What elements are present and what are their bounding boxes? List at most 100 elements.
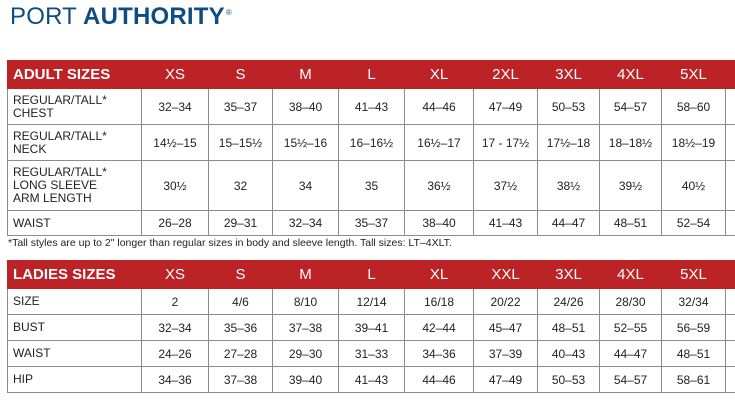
table-cell: 41–43 (338, 88, 405, 125)
table-cell: 56–59 (661, 314, 726, 341)
table-cell: 44–46 (404, 366, 474, 393)
adult-size-s: S (208, 60, 273, 89)
table-cell: 35–37 (338, 210, 405, 236)
table-cell: 27–28 (208, 340, 273, 367)
adult-size-2xl: 2XL (473, 60, 538, 89)
table-edge-cell (725, 288, 735, 315)
ladies-sizes-title: LADIES SIZES (7, 260, 142, 289)
ladies-row-size: SIZE 2 4/6 8/10 12/14 16/18 20/22 24/26 … (7, 288, 735, 315)
adult-row-label: REGULAR/TALL* CHEST (7, 88, 142, 125)
table-cell: 50–53 (537, 366, 600, 393)
table-cell: 58–60 (661, 88, 726, 125)
table-cell: 32–34 (141, 88, 209, 125)
adult-size-xl: XL (404, 60, 474, 89)
table-cell: 39–41 (338, 314, 405, 341)
ladies-header-edge (725, 260, 735, 289)
table-cell: 30½ (141, 160, 209, 211)
table-cell: 15½–16 (272, 124, 339, 161)
table-edge-cell (725, 160, 735, 211)
table-cell: 2 (141, 288, 209, 315)
table-cell: 29–30 (272, 340, 339, 367)
brand-name-part2: AUTHORITY (83, 3, 225, 30)
table-cell: 38½ (537, 160, 600, 211)
table-cell: 8/10 (272, 288, 339, 315)
table-cell: 24/26 (537, 288, 600, 315)
adult-header-edge (725, 60, 735, 89)
table-edge-cell (725, 366, 735, 393)
ladies-row-bust: BUST 32–34 35–36 37–38 39–41 42–44 45–47… (7, 314, 735, 341)
table-cell: 35 (338, 160, 405, 211)
table-cell: 32–34 (141, 314, 209, 341)
table-cell: 54–57 (599, 88, 662, 125)
table-cell: 41–43 (338, 366, 405, 393)
ladies-row-waist: WAIST 24–26 27–28 29–30 31–33 34–36 37–3… (7, 340, 735, 367)
table-cell: 50–53 (537, 88, 600, 125)
table-cell: 16/18 (404, 288, 474, 315)
table-cell: 24–26 (141, 340, 209, 367)
adult-row-label: WAIST (7, 210, 142, 236)
table-cell: 37–39 (473, 340, 538, 367)
table-cell: 34–36 (404, 340, 474, 367)
table-cell: 44–46 (404, 88, 474, 125)
brand-name-part1: PORT (10, 3, 78, 30)
ladies-size-table: LADIES SIZES XS S M L XL XXL 3XL 4XL 5XL… (7, 260, 735, 393)
table-cell: 4/6 (208, 288, 273, 315)
table-edge-cell (725, 340, 735, 367)
adult-size-3xl: 3XL (537, 60, 600, 89)
table-cell: 32 (208, 160, 273, 211)
table-cell: 34–36 (141, 366, 209, 393)
tall-sizes-footnote: *Tall styles are up to 2" longer than re… (8, 237, 452, 249)
adult-size-l: L (338, 60, 405, 89)
registered-mark: ® (225, 8, 232, 17)
table-cell: 31–33 (338, 340, 405, 367)
table-cell: 17 - 17½ (473, 124, 538, 161)
adult-header-row: ADULT SIZES XS S M L XL 2XL 3XL 4XL 5XL (7, 60, 735, 89)
adult-size-m: M (272, 60, 339, 89)
table-cell: 48–51 (661, 340, 726, 367)
ladies-row-label: BUST (7, 314, 142, 341)
table-cell: 16–16½ (338, 124, 405, 161)
ladies-size-xl: XL (404, 260, 474, 289)
table-edge-cell (725, 124, 735, 161)
table-cell: 39–40 (272, 366, 339, 393)
table-cell: 47–49 (473, 88, 538, 125)
ladies-size-4xl: 4XL (599, 260, 662, 289)
table-cell: 32–34 (272, 210, 339, 236)
brand-logo: PORT AUTHORITY ® (10, 2, 232, 32)
table-cell: 52–54 (661, 210, 726, 236)
adult-size-5xl: 5XL (661, 60, 726, 89)
adult-row-arm-length: REGULAR/TALL* LONG SLEEVE ARM LENGTH 30½… (7, 160, 735, 211)
adult-row-chest: REGULAR/TALL* CHEST 32–34 35–37 38–40 41… (7, 88, 735, 125)
table-cell: 35–37 (208, 88, 273, 125)
table-cell: 18½–19 (661, 124, 726, 161)
adult-row-label: REGULAR/TALL* NECK (7, 124, 142, 161)
ladies-size-5xl: 5XL (661, 260, 726, 289)
ladies-size-3xl: 3XL (537, 260, 600, 289)
table-cell: 40–43 (537, 340, 600, 367)
table-cell: 39½ (599, 160, 662, 211)
table-cell: 37–38 (208, 366, 273, 393)
ladies-size-l: L (338, 260, 405, 289)
table-cell: 48–51 (537, 314, 600, 341)
ladies-size-m: M (272, 260, 339, 289)
table-cell: 37½ (473, 160, 538, 211)
ladies-row-label: HIP (7, 366, 142, 393)
ladies-size-xs: XS (141, 260, 209, 289)
ladies-row-hip: HIP 34–36 37–38 39–40 41–43 44–46 47–49 … (7, 366, 735, 393)
table-cell: 14½–15 (141, 124, 209, 161)
table-cell: 16½–17 (404, 124, 474, 161)
table-cell: 41–43 (473, 210, 538, 236)
adult-sizes-title: ADULT SIZES (7, 60, 142, 89)
adult-row-waist: WAIST 26–28 29–31 32–34 35–37 38–40 41–4… (7, 210, 735, 236)
table-cell: 38–40 (272, 88, 339, 125)
table-cell: 35–36 (208, 314, 273, 341)
table-cell: 29–31 (208, 210, 273, 236)
adult-size-4xl: 4XL (599, 60, 662, 89)
table-edge-cell (725, 314, 735, 341)
adult-size-table: ADULT SIZES XS S M L XL 2XL 3XL 4XL 5XL … (7, 60, 735, 236)
table-cell: 48–51 (599, 210, 662, 236)
table-cell: 44–47 (537, 210, 600, 236)
adult-size-xs: XS (141, 60, 209, 89)
table-edge-cell (725, 210, 735, 236)
table-cell: 12/14 (338, 288, 405, 315)
